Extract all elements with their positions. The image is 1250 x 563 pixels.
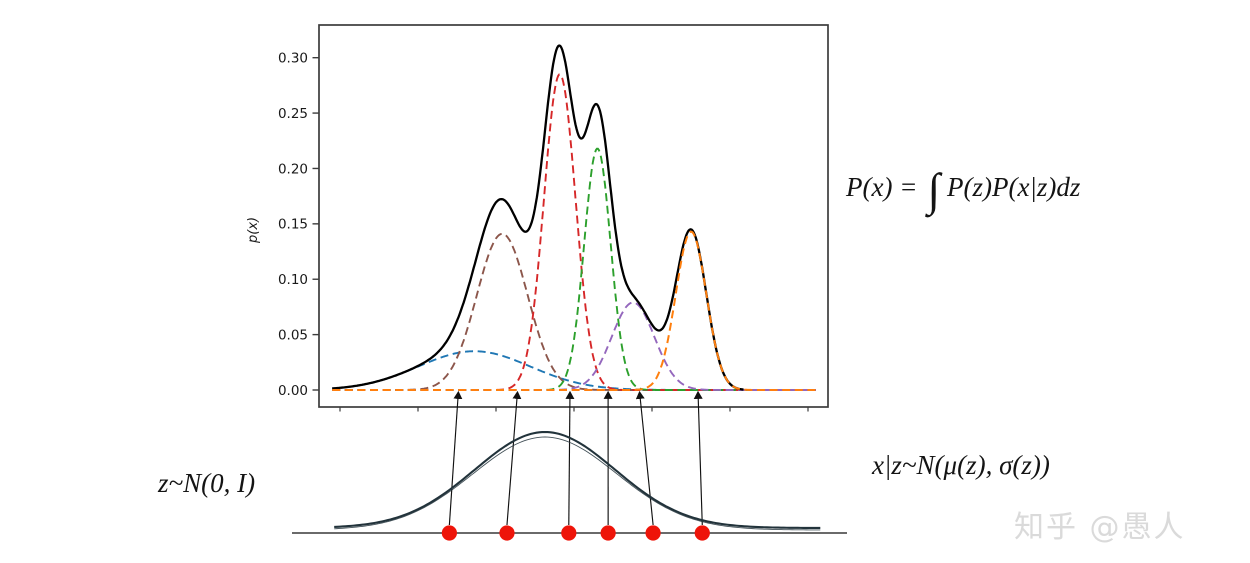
- formula-conditional: x|z~N(μ(z), σ(z)): [872, 450, 1050, 480]
- latent-sample-dot: [561, 525, 577, 541]
- latent-distribution: [292, 430, 847, 541]
- y-tick-label: 0.20: [278, 161, 308, 177]
- latent-sample-dot: [645, 525, 661, 541]
- gaussian-component-6-orange: [332, 230, 816, 391]
- plot-frame: [318, 24, 829, 408]
- formula-marginal-rhs: P(z)P(x|z)dz: [947, 171, 1081, 202]
- sample-arrow: [693, 390, 703, 526]
- y-tick-label: 0.00: [278, 383, 308, 399]
- mixture-density-curve: [332, 44, 744, 391]
- sample-arrow: [635, 390, 654, 526]
- gaussian-component-5-purple: [332, 301, 816, 391]
- latent-sample-dot: [441, 525, 457, 541]
- latent-sample-dot: [499, 525, 515, 541]
- y-tick-label: 0.05: [278, 327, 308, 343]
- plot-border: [318, 24, 829, 408]
- gaussian-component-2-brown: [332, 232, 816, 391]
- watermark: 知乎 @愚人: [1014, 510, 1186, 545]
- latent-sample-dot: [694, 525, 710, 541]
- y-tick-label: 0.15: [278, 217, 308, 233]
- y-axis-label: p(x): [246, 216, 261, 243]
- latent-gaussian-curve: [334, 430, 821, 530]
- formula-marginal-lhs: P(x) =: [846, 171, 918, 202]
- sample-arrow: [565, 390, 575, 526]
- sample-arrow: [448, 390, 463, 526]
- latent-gaussian-curve-echo: [334, 436, 821, 531]
- axis-ticks-labels: 0.00 0.05 0.10 0.15 0.20 0.25 0.30: [278, 50, 809, 412]
- y-tick-label: 0.10: [278, 272, 308, 288]
- y-tick-label: 0.25: [278, 106, 308, 122]
- sample-arrows: [448, 390, 703, 526]
- latent-sample-dot: [600, 525, 616, 541]
- formula-latent-prior: z~N(0, I): [158, 468, 256, 498]
- sample-arrow: [506, 390, 522, 526]
- density-curves: [332, 44, 816, 391]
- y-tick-label: 0.30: [278, 50, 308, 66]
- gaussian-component-1-blue: [332, 350, 816, 391]
- formula-marginal-likelihood: P(x) = ∫ P(z)P(x|z)dz: [846, 164, 1081, 215]
